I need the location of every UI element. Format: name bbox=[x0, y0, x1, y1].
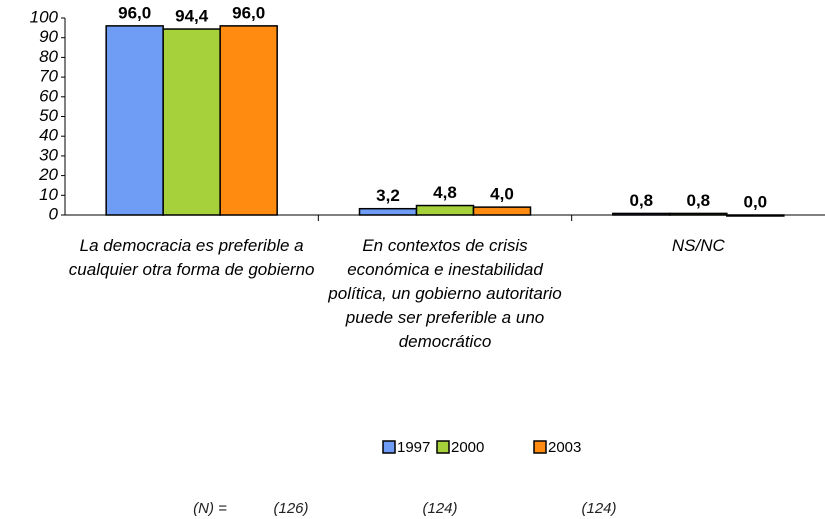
y-tick-label: 70 bbox=[39, 67, 58, 86]
y-tick-label: 100 bbox=[30, 7, 59, 26]
y-tick-label: 90 bbox=[39, 27, 58, 46]
y-tick-label: 50 bbox=[39, 106, 58, 125]
legend-label: 1997 bbox=[397, 439, 430, 456]
y-tick-label: 40 bbox=[39, 126, 58, 145]
y-tick-label: 30 bbox=[39, 145, 58, 164]
footnote-count: (124) bbox=[581, 500, 616, 517]
value-label: 0,0 bbox=[744, 192, 768, 211]
value-label: 4,0 bbox=[490, 185, 514, 204]
footnote-count: (124) bbox=[422, 500, 457, 517]
y-tick-label: 0 bbox=[49, 204, 59, 223]
bar bbox=[472, 206, 532, 216]
x-tick-label: La democracia es preferible a cualquier … bbox=[68, 236, 315, 279]
x-tick-label: En contextos de crisis económica e inest… bbox=[328, 236, 562, 351]
y-tick-label: 60 bbox=[39, 86, 58, 105]
value-label: 0,8 bbox=[687, 191, 711, 210]
bar bbox=[358, 207, 418, 216]
value-label: 94,4 bbox=[175, 7, 209, 26]
value-label: 96,0 bbox=[118, 3, 151, 22]
footnote-count: (126) bbox=[273, 500, 308, 517]
y-tick-label: 80 bbox=[39, 47, 58, 66]
bar bbox=[415, 204, 475, 216]
value-label: 4,8 bbox=[433, 183, 457, 202]
legend-swatch bbox=[533, 440, 547, 454]
bar bbox=[162, 28, 221, 216]
y-tick-label: 20 bbox=[38, 165, 58, 184]
value-label: 3,2 bbox=[376, 186, 400, 205]
bar bbox=[219, 25, 278, 216]
legend-label: 2003 bbox=[548, 439, 581, 456]
legend-swatch bbox=[436, 440, 450, 454]
value-label: 96,0 bbox=[232, 3, 265, 22]
bar bbox=[105, 25, 164, 216]
y-tick-label: 10 bbox=[39, 185, 58, 204]
x-tick-label: NS/NC bbox=[671, 236, 725, 255]
legend-label: 2000 bbox=[451, 439, 484, 456]
footnote-label: (N) = bbox=[193, 500, 227, 517]
legend-swatch bbox=[382, 440, 396, 454]
value-label: 0,8 bbox=[630, 191, 654, 210]
